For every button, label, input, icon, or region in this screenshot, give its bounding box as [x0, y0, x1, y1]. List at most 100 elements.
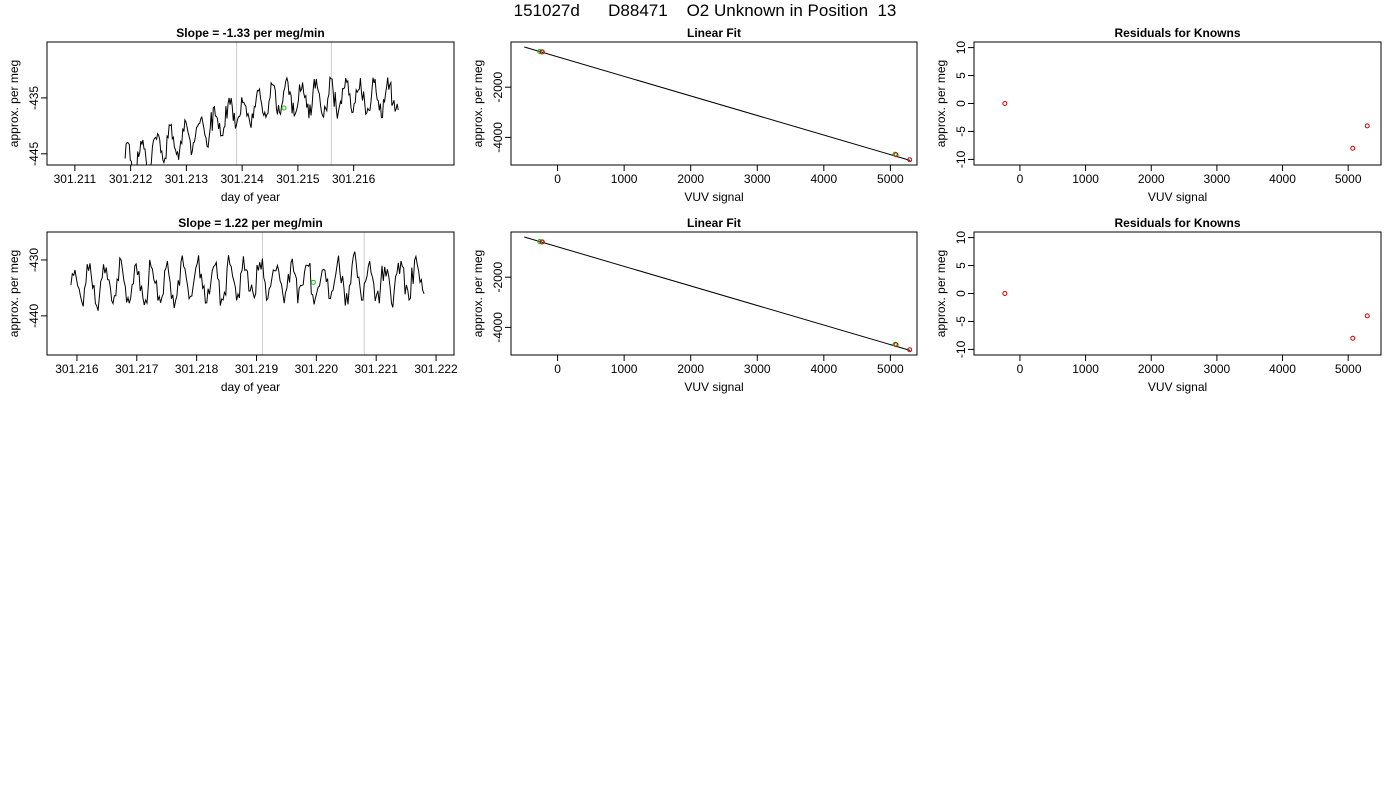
plot-area [70, 232, 425, 355]
x-tick-label: 301.216 [55, 362, 99, 376]
y-tick-label: 5 [954, 262, 968, 269]
y-tick-label: -5 [954, 316, 968, 327]
chart-title: Linear Fit [687, 216, 741, 230]
x-tick-label: 301.217 [115, 362, 159, 376]
x-tick-label: 5000 [877, 172, 904, 186]
x-tick-label: 301.222 [414, 362, 458, 376]
x-tick-label: 301.221 [354, 362, 398, 376]
chart-title: Residuals for Knowns [1114, 26, 1240, 40]
plot-frame [973, 231, 1382, 356]
x-tick-label: 301.220 [295, 362, 339, 376]
x-axis-label: VUV signal [684, 380, 743, 394]
x-axis-label: VUV signal [1148, 380, 1207, 394]
x-axis-label: VUV signal [1148, 190, 1207, 204]
plot-frame [510, 41, 918, 166]
plot-frame [973, 41, 1382, 166]
plot-frame [510, 231, 918, 356]
x-tick-label: 1000 [611, 362, 638, 376]
data-point [893, 342, 899, 348]
y-tick-label: -10 [954, 340, 968, 358]
plot-frame [46, 231, 455, 356]
data-point [907, 347, 913, 353]
x-tick-label: 3000 [744, 362, 771, 376]
y-axis-label: approx. per meg [471, 60, 485, 147]
y-tick-label: -440 [27, 304, 41, 328]
data-point [1350, 335, 1356, 341]
chart-panel-p4: Slope = 1.22 per meg/min day of year appro… [7, 216, 458, 394]
y-tick-label: 0 [954, 290, 968, 297]
signal-line [124, 75, 399, 165]
data-point [310, 279, 316, 285]
x-tick-label: 0 [554, 362, 561, 376]
x-tick-label: 5000 [1335, 172, 1362, 186]
x-tick-label: 301.211 [54, 172, 97, 186]
x-tick-label: 3000 [744, 172, 771, 186]
x-tick-label: 5000 [1335, 362, 1362, 376]
y-axis-label: approx. per meg [934, 250, 948, 337]
data-point [907, 157, 913, 163]
x-tick-label: 301.216 [332, 172, 376, 186]
x-tick-label: 1000 [1072, 362, 1099, 376]
chart-panel-p5: Linear Fit VUV signal approx. per meg 0 1000… [471, 216, 918, 394]
chart-title: Slope = -1.33 per meg/min [176, 26, 324, 40]
signal-line [70, 251, 425, 311]
y-tick-label: 10 [954, 231, 968, 245]
x-tick-label: 3000 [1204, 362, 1231, 376]
x-tick-label: 301.215 [276, 172, 320, 186]
x-axis-label: VUV signal [684, 190, 743, 204]
x-tick-label: 5000 [877, 362, 904, 376]
y-tick-label: -445 [27, 141, 41, 165]
data-point [1350, 145, 1356, 151]
y-tick-label: -435 [27, 86, 41, 110]
x-axis-label: day of year [221, 380, 280, 394]
y-tick-label: -4000 [491, 312, 505, 343]
x-tick-label: 301.212 [109, 172, 153, 186]
x-tick-label: 0 [1017, 362, 1024, 376]
y-tick-label: -430 [27, 248, 41, 272]
x-tick-label: 4000 [810, 362, 837, 376]
data-point [539, 49, 545, 55]
y-axis-label: approx. per meg [7, 60, 21, 147]
x-tick-label: 301.214 [220, 172, 264, 186]
x-tick-label: 301.219 [235, 362, 279, 376]
y-tick-label: -2000 [491, 72, 505, 103]
x-tick-label: 2000 [677, 172, 704, 186]
y-axis-label: approx. per meg [471, 250, 485, 337]
y-tick-label: -10 [954, 150, 968, 168]
chart-title: Residuals for Knowns [1114, 216, 1240, 230]
chart-title: Linear Fit [687, 26, 741, 40]
data-point [1002, 291, 1008, 296]
chart-title: Slope = 1.22 per meg/min [178, 216, 322, 230]
x-tick-label: 1000 [611, 172, 638, 186]
x-tick-label: 0 [1017, 172, 1024, 186]
plot-area [124, 42, 399, 165]
chart-panel-p3: Residuals for Knowns VUV signal approx. pe… [934, 26, 1382, 204]
x-tick-label: 3000 [1204, 172, 1231, 186]
x-axis-label: day of year [221, 190, 280, 204]
y-tick-label: 5 [954, 72, 968, 79]
y-tick-label: 10 [954, 41, 968, 55]
data-point [893, 152, 899, 158]
chart-panel-p1: Slope = -1.33 per meg/min day of year appr… [7, 26, 455, 204]
fit-line [524, 46, 911, 161]
x-tick-label: 2000 [677, 362, 704, 376]
x-tick-label: 301.213 [165, 172, 209, 186]
page-title: 151027d D88471 O2 Unknown in Position 13 [513, 1, 897, 20]
y-tick-label: -2000 [491, 262, 505, 293]
data-point [1364, 123, 1370, 129]
x-tick-label: 0 [554, 172, 561, 186]
x-tick-label: 2000 [1138, 362, 1165, 376]
data-point [281, 105, 287, 111]
x-tick-label: 4000 [810, 172, 837, 186]
x-tick-label: 4000 [1269, 362, 1296, 376]
x-tick-label: 4000 [1269, 172, 1296, 186]
data-point [1364, 313, 1370, 319]
y-axis-label: approx. per meg [7, 250, 21, 337]
y-tick-label: -5 [954, 126, 968, 137]
plot-area [524, 46, 911, 161]
x-tick-label: 301.218 [175, 362, 219, 376]
plot-frame [46, 41, 455, 166]
fit-line [524, 236, 911, 351]
chart-panel-p2: Linear Fit VUV signal approx. per meg 0 1000… [471, 26, 918, 204]
